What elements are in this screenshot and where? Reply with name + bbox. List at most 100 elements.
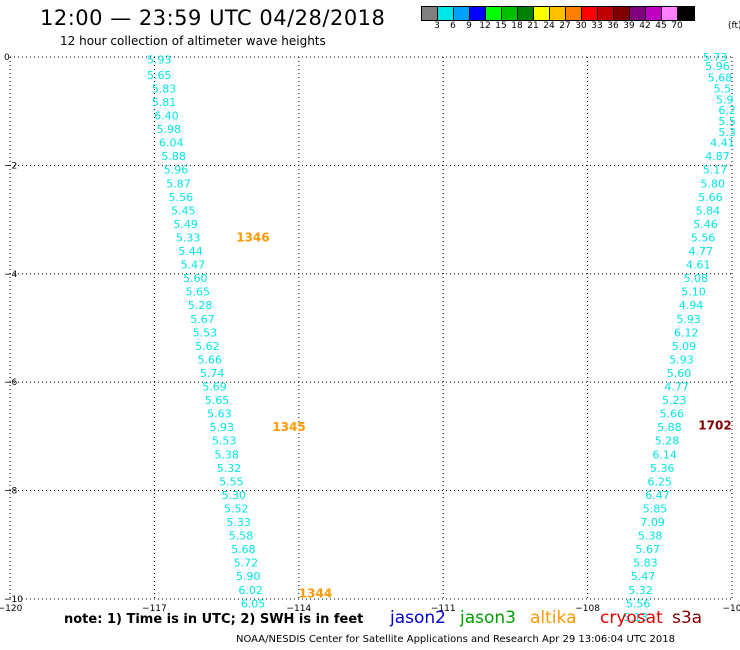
- legend-label: 21: [527, 21, 539, 31]
- wave-height-label: 5.67: [636, 543, 661, 556]
- wave-height-label: 5.83: [152, 82, 177, 95]
- wave-height-label: 6.2: [718, 104, 736, 117]
- wave-height-label: 4.94: [679, 299, 704, 312]
- y-tick-label: 0: [4, 53, 10, 63]
- legend-swatch: [614, 7, 630, 20]
- wave-height-label: 5.32: [628, 584, 653, 597]
- wave-height-label: 6.05: [241, 597, 266, 610]
- wave-height-label: 5.47: [181, 259, 206, 272]
- legend-swatch: [454, 7, 470, 20]
- wave-height-label: 6.47: [645, 489, 670, 502]
- wave-height-label: 5.93: [147, 54, 172, 67]
- legend-label: 18: [511, 21, 523, 31]
- x-tick-label: −111: [431, 604, 456, 614]
- wave-height-label: 5.85: [643, 502, 668, 515]
- wave-height-label: 5.46: [693, 218, 718, 231]
- y-tick-label: −10: [4, 595, 23, 605]
- wave-height-label: 6.14: [652, 448, 677, 461]
- wave-height-label: 5.72: [234, 557, 259, 570]
- wave-height-label: 6.12: [674, 326, 699, 339]
- color-legend-labels: 3 6 9 12 15 18 21 24 27 30 33 36 39 42 45 70: [421, 21, 740, 33]
- wave-height-label: 5.52: [224, 502, 249, 515]
- legend-swatch: [470, 7, 486, 20]
- legend-swatch: [646, 7, 662, 20]
- wave-height-label: 5.28: [655, 435, 680, 448]
- wave-height-label: 5.87: [166, 177, 191, 190]
- wave-height-label: 5.32: [217, 462, 242, 475]
- wave-height-label: 5.30: [222, 489, 247, 502]
- wave-height-label: 4.87: [705, 150, 730, 163]
- legend-label: 42: [639, 21, 651, 31]
- wave-height-label: 5.66: [198, 353, 223, 366]
- wave-height-label: 5.84: [696, 204, 721, 217]
- wave-height-label: 6.25: [648, 475, 673, 488]
- wave-height-label: 5.36: [650, 462, 675, 475]
- wave-height-label: 5.81: [152, 96, 177, 109]
- legend-swatch: [662, 7, 678, 20]
- wave-height-label: 5.56: [169, 191, 194, 204]
- legend-label: 9: [466, 21, 472, 31]
- legend-swatch: [534, 7, 550, 20]
- wave-height-label: 5.5: [718, 115, 736, 128]
- x-tick-label: −10: [723, 604, 740, 614]
- wave-height-label: 5.80: [700, 177, 725, 190]
- wave-height-label: 5.93: [669, 353, 694, 366]
- satellite-altika: altika: [530, 608, 577, 628]
- legend-label: 6: [450, 21, 456, 31]
- legend-label: 15: [495, 21, 507, 31]
- satellite-s3a: s3a: [672, 608, 703, 628]
- wave-height-label: 5.5: [714, 82, 732, 95]
- wave-height-label: 5.56: [626, 597, 651, 610]
- wave-height-label: 5.33: [176, 231, 201, 244]
- x-tick-label: −117: [142, 604, 167, 614]
- wave-height-label: 5.56: [691, 231, 716, 244]
- legend-label: 12: [479, 21, 491, 31]
- wave-height-label: 4.61: [686, 259, 711, 272]
- legend-label: 30: [575, 21, 587, 31]
- legend-label: 39: [623, 21, 635, 31]
- wave-height-label: 5.63: [207, 408, 232, 421]
- y-tick-label: −6: [4, 378, 18, 388]
- wave-height-label: 5.83: [633, 557, 658, 570]
- wave-height-label: 5.45: [171, 204, 196, 217]
- wave-height-label: 5.58: [229, 530, 254, 543]
- wave-height-label: 5.09: [672, 340, 697, 353]
- satellite-jason3: jason3: [460, 608, 516, 628]
- wave-height-label: 5.66: [660, 408, 685, 421]
- wave-height-label: 5.73: [703, 51, 728, 64]
- wave-height-label: 5.65: [205, 394, 230, 407]
- wave-height-label: 5.28: [188, 299, 213, 312]
- legend-label: 70: [671, 21, 683, 31]
- pass-time-label: 1345: [272, 420, 305, 434]
- legend-swatch: [566, 7, 582, 20]
- wave-height-label: 5.67: [190, 313, 215, 326]
- wave-height-label: 5.96: [164, 164, 189, 177]
- wave-height-label: 5.38: [638, 530, 663, 543]
- wave-height-label: 5.38: [214, 448, 239, 461]
- legend-swatch: [598, 7, 614, 20]
- wave-height-label: 4.77: [688, 245, 713, 258]
- wave-height-label: 5.74: [200, 367, 225, 380]
- wave-height-label: 5.88: [161, 150, 186, 163]
- wave-height-label: 5.10: [681, 286, 706, 299]
- wave-height-label: 5.17: [703, 164, 728, 177]
- wave-height-label: 5.60: [183, 272, 208, 285]
- wave-height-label: 6.02: [238, 584, 263, 597]
- page-subtitle: 12 hour collection of altimeter wave hei…: [60, 34, 326, 48]
- wave-height-label: 5.90: [236, 570, 261, 583]
- x-tick-label: −108: [575, 604, 600, 614]
- wave-height-label: 6.04: [159, 137, 184, 150]
- wave-height-label: 4.77: [664, 381, 689, 394]
- x-tick-label: −114: [286, 604, 311, 614]
- wave-height-label: 5.62: [195, 340, 220, 353]
- wave-height-label: 5.53: [212, 435, 237, 448]
- wave-height-label: 5.33: [226, 516, 251, 529]
- legend-swatch: [582, 7, 598, 20]
- legend-swatch: [678, 7, 694, 20]
- wave-height-label: 5.47: [631, 570, 656, 583]
- wave-height-label: 5.98: [157, 123, 182, 136]
- wave-height-label: 5.53: [193, 326, 218, 339]
- satellite-cryosat: cryosat: [600, 608, 663, 628]
- y-tick-label: −4: [4, 270, 18, 280]
